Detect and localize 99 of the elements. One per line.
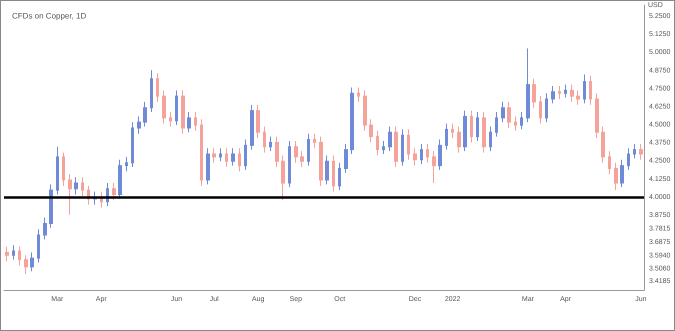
candlestick [570, 84, 574, 102]
candlestick [294, 140, 298, 164]
candlestick [125, 156, 128, 172]
candlestick [633, 143, 636, 159]
candlestick [558, 86, 561, 100]
candlestick [194, 112, 197, 132]
candlestick [143, 101, 147, 128]
candlestick [81, 176, 84, 196]
candlestick [112, 182, 116, 201]
candlestick [319, 136, 323, 186]
candlestick [369, 118, 373, 143]
candlestick [269, 136, 272, 152]
candlestick [338, 162, 341, 191]
candlestick [18, 246, 21, 266]
candlestick [74, 176, 78, 196]
candlestick [288, 140, 291, 188]
candlestick [200, 118, 203, 186]
candlestick [68, 174, 72, 216]
candlestick [363, 90, 367, 132]
candlestick [551, 86, 555, 104]
candlestick [507, 101, 511, 128]
candlestick [526, 48, 530, 123]
candlestick [156, 72, 159, 102]
candlestick [595, 92, 599, 139]
candlestick [225, 148, 228, 168]
candlestick [30, 252, 34, 272]
candlestick [382, 140, 385, 155]
candlestick [564, 84, 567, 98]
candlestick [244, 139, 247, 170]
candlestick [532, 78, 536, 108]
text: CFDs on Copper, 1D [12, 12, 86, 20]
candlestick [350, 86, 354, 155]
candlestick [413, 148, 417, 166]
candlestick [620, 159, 624, 188]
candlestick [181, 90, 185, 134]
candlestick [175, 90, 178, 126]
candlestick [520, 112, 523, 130]
candlestick [313, 133, 316, 149]
candlestick [137, 116, 141, 134]
candlestick [451, 123, 454, 139]
candlestick [307, 133, 310, 166]
candlestick [256, 104, 260, 139]
candlestick [332, 154, 335, 192]
candlestick [231, 148, 235, 166]
candlestick [187, 112, 191, 133]
candlestick [118, 159, 122, 200]
candlestick [470, 110, 473, 143]
candlestick [250, 104, 254, 150]
candlestick [150, 70, 153, 113]
candlestick [445, 123, 448, 150]
candlestick [263, 126, 266, 154]
candlestick [476, 112, 479, 142]
candlestick [376, 130, 379, 156]
candlestick [501, 101, 505, 123]
candlestick [12, 244, 15, 260]
candlestick [420, 143, 423, 165]
candlestick [432, 150, 436, 184]
candlestick [281, 154, 285, 201]
candlestick [394, 126, 398, 168]
candlestick [56, 146, 59, 196]
candlestick [300, 150, 304, 168]
candlestick [589, 75, 592, 106]
candlestick [169, 112, 172, 128]
candlestick [407, 128, 410, 160]
candlestick [24, 254, 28, 275]
candlestick [357, 86, 360, 102]
candlestick [601, 126, 605, 164]
candlestick [238, 148, 241, 172]
candlestick [539, 96, 542, 124]
candlestick [495, 112, 498, 138]
candlestick [43, 217, 47, 240]
candlestick [162, 90, 166, 124]
candlestick [37, 228, 40, 264]
candlestick [344, 143, 348, 174]
candlestick [212, 148, 216, 164]
candlestick [583, 74, 586, 104]
candlestick [438, 139, 442, 170]
candlestick [489, 126, 492, 152]
candlestick [639, 143, 643, 160]
candlestick [49, 184, 53, 228]
candlestick [5, 246, 9, 262]
candlestick [545, 92, 548, 123]
candlestick [388, 126, 392, 152]
candlestick [514, 116, 517, 132]
candlestick [401, 128, 404, 166]
candlestick [131, 122, 134, 168]
candlestick [426, 143, 429, 164]
candlestick [482, 112, 486, 154]
candlestick [457, 126, 461, 154]
candlestick [576, 90, 580, 106]
candlestick [275, 136, 279, 168]
candlestick [325, 154, 329, 185]
candlestick [608, 150, 611, 175]
candlestick [219, 148, 222, 162]
candlestick [627, 148, 630, 170]
candlestick [463, 110, 467, 152]
candlestick [206, 148, 210, 185]
candlestick [614, 162, 618, 191]
candlestick [62, 152, 65, 186]
